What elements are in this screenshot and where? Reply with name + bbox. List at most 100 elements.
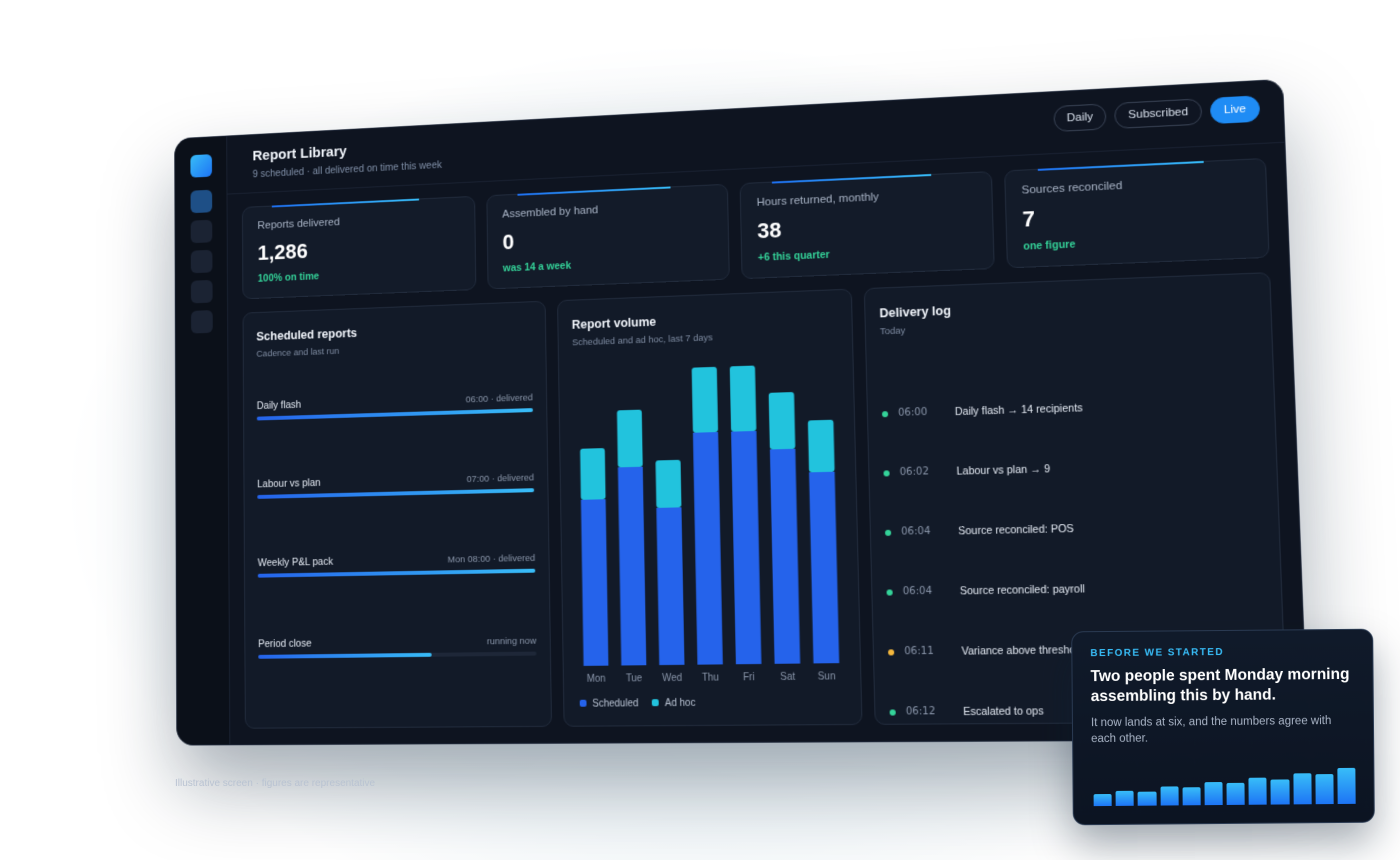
status-dot xyxy=(886,588,893,596)
chart-legend: Scheduled Ad hoc xyxy=(579,698,696,710)
bar-ad-hoc-thu[interactable] xyxy=(691,366,719,433)
kpi-card-assembled-by-hand: Assembled by hand 0 was 14 a week xyxy=(485,183,730,290)
bar-scheduled-thu[interactable] xyxy=(692,432,723,665)
legend-scheduled: Scheduled xyxy=(579,698,639,710)
nav-item-2[interactable] xyxy=(190,219,213,244)
log-time: 06:04 xyxy=(902,585,933,598)
legend-adhoc: Ad hoc xyxy=(652,698,696,709)
x-tick-label: Tue xyxy=(626,673,643,684)
bar-ad-hoc-fri[interactable] xyxy=(729,365,757,432)
kpi-delta: one figure xyxy=(1023,238,1076,253)
before-callout-card: BEFORE WE STARTED Two people spent Monda… xyxy=(1071,628,1375,826)
dashboard-screen: Report Library 9 scheduled · all deliver… xyxy=(174,78,1309,746)
panel-title: Report volume xyxy=(571,314,657,332)
mini-bar xyxy=(1204,781,1223,806)
callout-body: It now lands at six, and the numbers agr… xyxy=(1090,714,1332,745)
progress-track xyxy=(257,488,535,499)
app-logo[interactable] xyxy=(190,154,213,178)
scheduled-report-row[interactable]: Period close running now xyxy=(258,635,537,659)
mini-bar xyxy=(1160,786,1179,806)
kpi-card-reports-delivered: Reports delivered 1,286 100% on time xyxy=(241,195,476,300)
log-text: Source reconciled: payroll xyxy=(959,582,1085,597)
panel-row: Scheduled reports Cadence and last run D… xyxy=(242,272,1288,729)
filter-pills: Daily Subscribed Live xyxy=(1053,95,1261,133)
legend-label: Ad hoc xyxy=(664,697,696,710)
scheduled-report-header: Period close running now xyxy=(258,635,536,650)
kpi-delta: 100% on time xyxy=(257,270,320,285)
scheduled-report-row[interactable]: Weekly P&L pack Mon 08:00 · delivered xyxy=(258,552,536,578)
log-item[interactable]: 06:00 Daily flash → 14 recipients xyxy=(881,372,1260,443)
nav-rail xyxy=(175,136,231,745)
nav-item-reports[interactable] xyxy=(190,189,213,214)
progress-track xyxy=(258,651,537,659)
scheduled-report-row[interactable]: Labour vs plan 07:00 · delivered xyxy=(257,472,535,499)
nav-item-3[interactable] xyxy=(190,249,213,274)
mini-bar xyxy=(1248,777,1268,805)
kpi-label: Sources reconciled xyxy=(1021,179,1123,197)
progress-fill xyxy=(257,488,535,499)
progress-fill xyxy=(257,568,536,578)
bar-scheduled-sun[interactable] xyxy=(809,471,840,664)
volume-chart-svg: Mon Tue Wed Thu Fri Sat Sun xyxy=(580,365,840,685)
bar-ad-hoc-tue[interactable] xyxy=(616,409,643,468)
screen-stage: Report Library 9 scheduled · all deliver… xyxy=(140,78,1309,780)
kpi-delta: +6 this quarter xyxy=(757,248,830,264)
mini-bar xyxy=(1292,773,1312,805)
panel-subtitle: Scheduled and ad hoc, last 7 days xyxy=(571,332,713,349)
log-item[interactable]: 06:04 Source reconciled: POS xyxy=(884,494,1264,562)
mini-bar xyxy=(1182,787,1201,806)
callout-headline: Two people spent Monday morning assembli… xyxy=(1090,665,1350,706)
scheduled-report-row[interactable]: Daily flash 06:00 · delivered xyxy=(257,392,533,421)
live-toggle[interactable]: Live xyxy=(1209,95,1261,125)
log-text: Labour vs plan → 9 xyxy=(956,462,1051,478)
bar-scheduled-mon[interactable] xyxy=(580,499,609,666)
report-name: Labour vs plan xyxy=(257,477,321,491)
kpi-accent-bar xyxy=(271,198,420,208)
mini-bar xyxy=(1137,791,1157,806)
footnote: Illustrative screen · figures are repres… xyxy=(175,778,376,789)
daily-toggle[interactable]: Daily xyxy=(1053,103,1107,133)
nav-item-4[interactable] xyxy=(190,279,213,304)
bar-ad-hoc-mon[interactable] xyxy=(580,448,606,500)
x-tick-label: Sun xyxy=(818,671,836,682)
kpi-value: 38 xyxy=(757,217,782,244)
bar-ad-hoc-wed[interactable] xyxy=(655,459,682,508)
log-item[interactable]: 06:02 Labour vs plan → 9 xyxy=(883,433,1263,503)
mini-bar xyxy=(1315,773,1334,805)
progress-track xyxy=(257,568,536,578)
mini-bar xyxy=(1270,779,1290,805)
subscribed-toggle[interactable]: Subscribed xyxy=(1114,98,1203,129)
legend-swatch-adhoc xyxy=(652,699,660,707)
kpi-accent-bar xyxy=(771,173,932,184)
legend-label: Scheduled xyxy=(592,698,639,710)
nav-item-5[interactable] xyxy=(191,310,213,334)
mini-bar xyxy=(1115,790,1135,806)
log-item[interactable]: 06:04 Source reconciled: payroll xyxy=(886,555,1267,622)
log-time: 06:04 xyxy=(901,525,931,538)
status-dot xyxy=(881,410,889,417)
legend-swatch-scheduled xyxy=(579,699,587,707)
callout-eyebrow: BEFORE WE STARTED xyxy=(1090,646,1225,660)
bar-ad-hoc-sat[interactable] xyxy=(768,392,796,450)
kpi-card-sources-reconciled: Sources reconciled 7 one figure xyxy=(1003,157,1270,269)
report-name: Daily flash xyxy=(256,399,302,412)
bar-ad-hoc-sun[interactable] xyxy=(807,419,835,473)
log-time: 06:12 xyxy=(905,706,936,718)
x-tick-label: Sat xyxy=(780,672,795,683)
mini-bar xyxy=(1337,767,1356,805)
kpi-value: 7 xyxy=(1022,206,1036,232)
log-time: 06:00 xyxy=(898,406,928,419)
x-tick-label: Fri xyxy=(743,672,755,683)
bar-scheduled-sat[interactable] xyxy=(769,448,801,664)
bar-scheduled-tue[interactable] xyxy=(617,466,647,666)
report-status: 07:00 · delivered xyxy=(466,472,535,485)
bar-scheduled-fri[interactable] xyxy=(731,430,762,665)
kpi-delta: was 14 a week xyxy=(502,259,572,275)
mini-bar xyxy=(1093,793,1112,807)
report-name: Weekly P&L pack xyxy=(257,555,334,570)
mini-bar xyxy=(1226,783,1245,805)
kpi-label: Reports delivered xyxy=(257,216,340,232)
kpi-label: Assembled by hand xyxy=(502,204,599,221)
progress-fill xyxy=(258,652,433,659)
bar-scheduled-wed[interactable] xyxy=(656,507,685,666)
